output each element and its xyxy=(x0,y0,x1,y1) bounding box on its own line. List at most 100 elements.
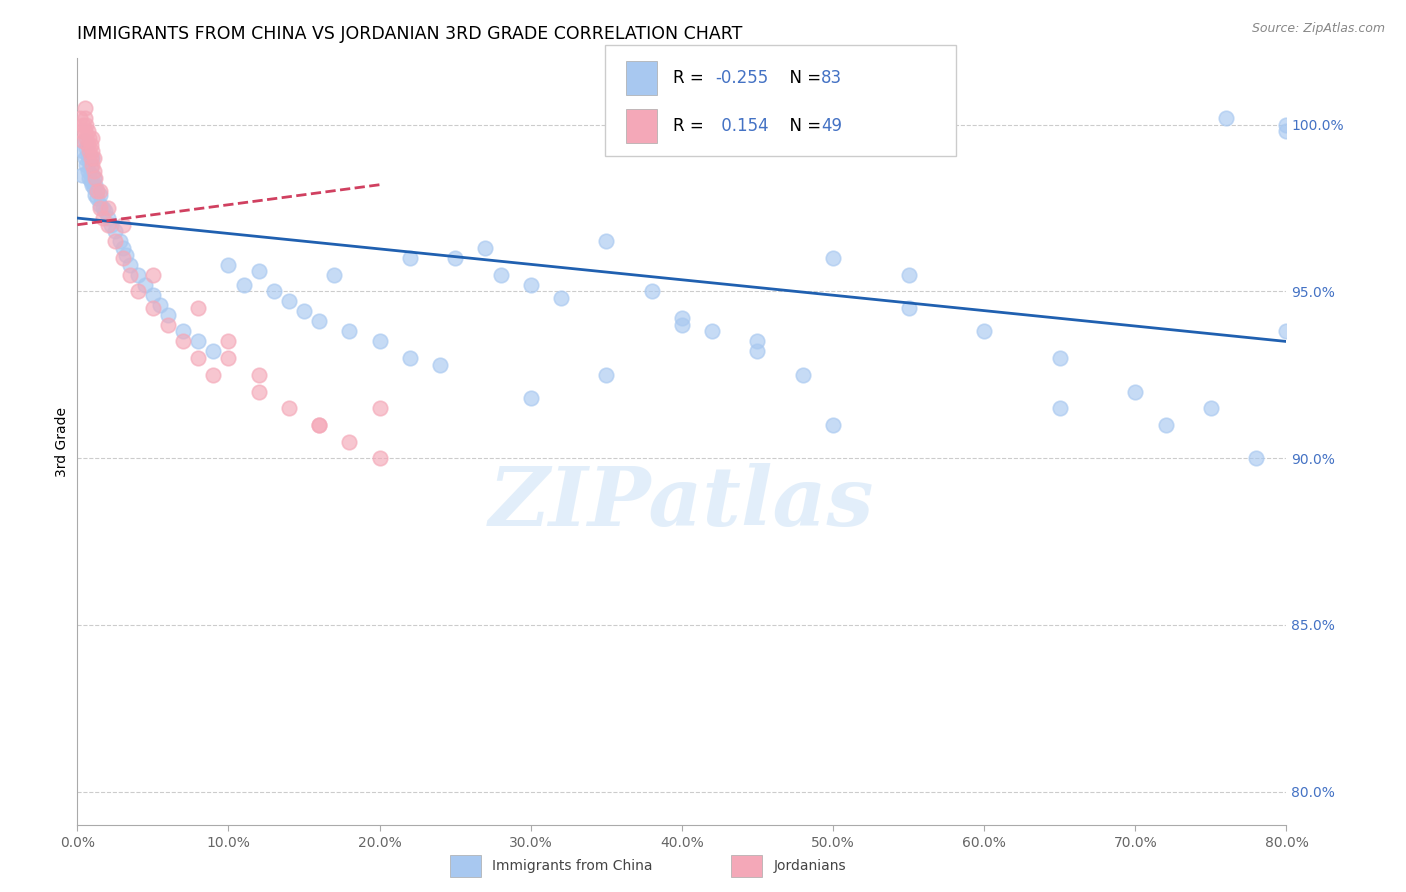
Point xyxy=(399,251,422,265)
Point xyxy=(82,131,104,145)
Text: Immigrants from China: Immigrants from China xyxy=(492,859,652,873)
Text: N =: N = xyxy=(779,69,827,87)
Point xyxy=(821,417,844,432)
Text: 0.154: 0.154 xyxy=(716,117,768,135)
Point xyxy=(202,368,225,382)
Point xyxy=(83,171,105,186)
Point xyxy=(1275,124,1298,138)
Point xyxy=(72,134,94,148)
Point xyxy=(84,178,107,192)
Point xyxy=(747,334,769,349)
Point xyxy=(218,334,240,349)
Point xyxy=(399,351,422,366)
Point xyxy=(84,171,107,186)
Point xyxy=(247,384,270,399)
Point xyxy=(247,264,270,278)
Text: 83: 83 xyxy=(821,69,842,87)
Point xyxy=(973,325,995,339)
Point xyxy=(73,151,96,165)
Point xyxy=(149,298,172,312)
Point xyxy=(1125,384,1147,399)
Text: -0.255: -0.255 xyxy=(716,69,769,87)
Point xyxy=(172,334,194,349)
Point xyxy=(550,291,572,305)
Point xyxy=(232,277,254,292)
Point xyxy=(82,178,104,192)
Point xyxy=(339,434,360,449)
Point xyxy=(489,268,512,282)
Point xyxy=(120,258,142,272)
Point xyxy=(1215,111,1237,125)
Point xyxy=(202,344,225,359)
Point xyxy=(89,198,111,212)
Point xyxy=(82,158,104,172)
Point xyxy=(80,174,103,188)
Point xyxy=(671,318,693,332)
Point xyxy=(70,124,93,138)
Point xyxy=(80,151,103,165)
Point xyxy=(80,137,103,152)
Point xyxy=(111,241,134,255)
Point xyxy=(187,334,209,349)
Point xyxy=(1154,417,1177,432)
Point xyxy=(77,164,100,178)
Point xyxy=(80,161,103,175)
Point xyxy=(77,124,100,138)
Point xyxy=(79,131,101,145)
Point xyxy=(247,368,270,382)
Point xyxy=(157,318,180,332)
Point xyxy=(747,344,769,359)
Point xyxy=(89,187,111,202)
Point xyxy=(89,185,111,199)
Point xyxy=(218,351,240,366)
Point xyxy=(323,268,346,282)
Point xyxy=(100,218,122,232)
Point xyxy=(187,301,209,315)
Point xyxy=(368,334,391,349)
Point xyxy=(83,181,105,195)
Point xyxy=(82,151,104,165)
Point xyxy=(157,308,180,322)
Point xyxy=(86,185,108,199)
Point xyxy=(368,451,391,466)
Point xyxy=(104,235,127,249)
Point xyxy=(1275,118,1298,132)
Point xyxy=(79,171,101,186)
Point xyxy=(84,187,107,202)
Text: R =: R = xyxy=(673,117,710,135)
Point xyxy=(72,145,94,159)
Point xyxy=(120,268,142,282)
Point xyxy=(1049,401,1071,416)
Point xyxy=(897,301,920,315)
Point xyxy=(73,101,96,115)
Point xyxy=(308,417,330,432)
Point xyxy=(1275,325,1298,339)
Point xyxy=(127,285,149,299)
Y-axis label: 3rd Grade: 3rd Grade xyxy=(55,407,69,476)
Point xyxy=(671,311,693,326)
Point xyxy=(368,401,391,416)
Point xyxy=(702,325,724,339)
Point xyxy=(142,301,165,315)
Point xyxy=(108,235,131,249)
Point xyxy=(72,118,94,132)
Point xyxy=(82,145,104,159)
Point xyxy=(70,168,93,182)
Point xyxy=(263,285,285,299)
Point xyxy=(641,285,664,299)
Point xyxy=(172,325,194,339)
Point xyxy=(429,358,451,372)
Point xyxy=(86,191,108,205)
Point xyxy=(83,151,105,165)
Point xyxy=(474,241,496,255)
Point xyxy=(75,118,97,132)
Point xyxy=(520,277,543,292)
Text: N =: N = xyxy=(779,117,827,135)
Point xyxy=(83,164,105,178)
Text: 49: 49 xyxy=(821,117,842,135)
Point xyxy=(96,201,118,215)
Point xyxy=(91,201,114,215)
Point xyxy=(292,304,315,318)
Point xyxy=(127,268,149,282)
Point xyxy=(1199,401,1222,416)
